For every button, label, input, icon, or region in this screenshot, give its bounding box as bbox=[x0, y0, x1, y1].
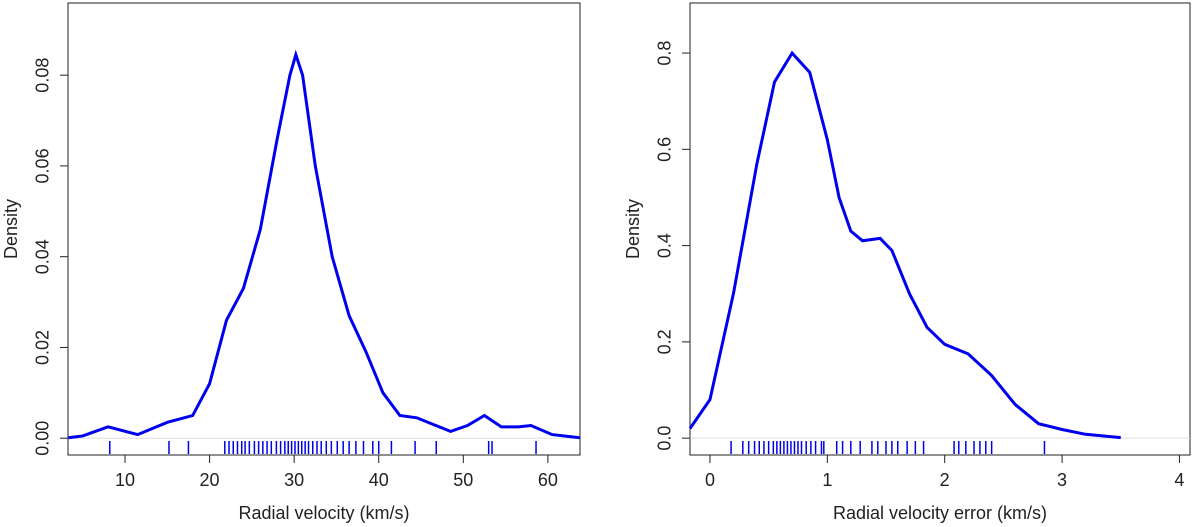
plot-frame bbox=[67, 2, 581, 456]
x-axis-title: Radial velocity error (km/s) bbox=[833, 503, 1047, 523]
y-tick-label: 0.02 bbox=[33, 330, 53, 365]
x-tick-label: 2 bbox=[940, 470, 950, 490]
y-tick-label: 0.08 bbox=[33, 58, 53, 93]
x-tick-label: 1 bbox=[822, 470, 832, 490]
density-line bbox=[688, 50, 1121, 440]
x-axis-title: Radial velocity (km/s) bbox=[238, 503, 409, 523]
x-tick-label: 10 bbox=[115, 470, 135, 490]
x-tick-label: 30 bbox=[284, 470, 304, 490]
plot-frame bbox=[689, 2, 1191, 456]
density-line bbox=[68, 49, 581, 440]
y-axis-title: Density bbox=[1, 199, 21, 259]
y-tick-label: 0.4 bbox=[655, 233, 675, 258]
x-tick-label: 0 bbox=[705, 470, 715, 490]
y-axis-title: Density bbox=[623, 199, 643, 259]
y-tick-label: 0.00 bbox=[33, 421, 53, 456]
x-tick-label: 50 bbox=[453, 470, 473, 490]
y-tick-label: 0.06 bbox=[33, 148, 53, 183]
y-tick-label: 0.2 bbox=[655, 329, 675, 354]
x-tick-label: 20 bbox=[200, 470, 220, 490]
x-tick-label: 4 bbox=[1174, 470, 1184, 490]
y-tick-label: 0.04 bbox=[33, 239, 53, 274]
y-tick-label: 0.6 bbox=[655, 137, 675, 162]
y-tick-label: 0.8 bbox=[655, 41, 675, 66]
x-tick-label: 60 bbox=[538, 470, 558, 490]
x-tick-label: 3 bbox=[1057, 470, 1067, 490]
x-tick-label: 40 bbox=[369, 470, 389, 490]
y-tick-label: 0.0 bbox=[655, 426, 675, 451]
